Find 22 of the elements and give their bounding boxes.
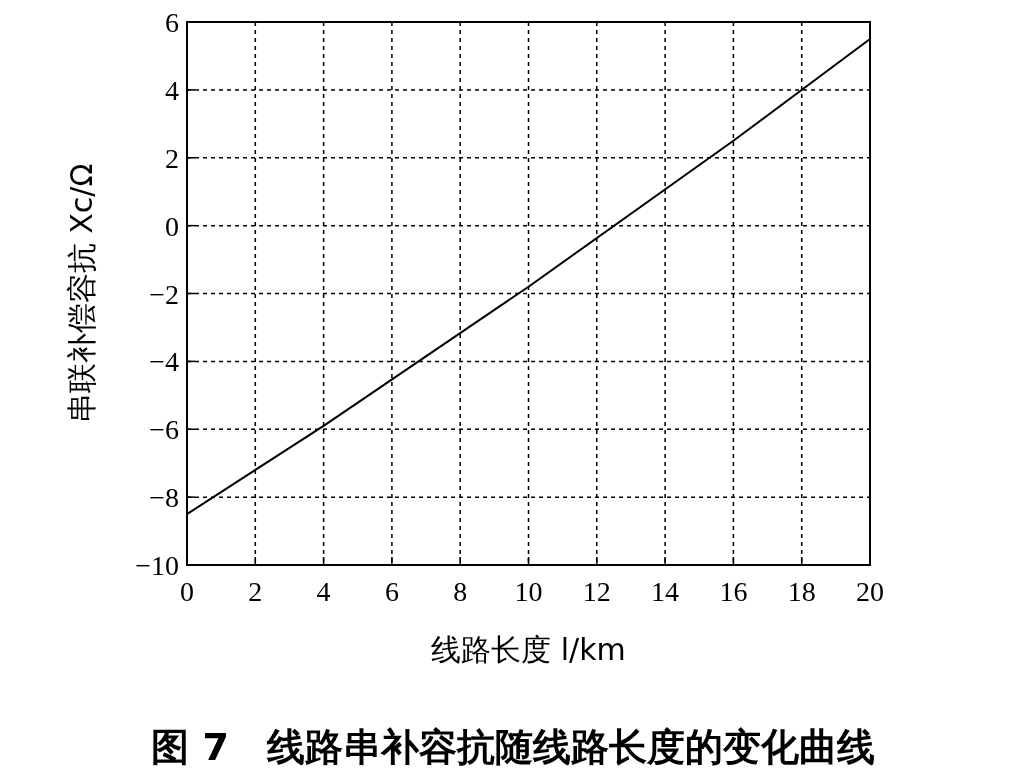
x-tick-label: 14 xyxy=(651,576,680,607)
y-tick-label: −6 xyxy=(149,414,179,446)
x-tick-label: 20 xyxy=(856,576,884,607)
y-tick-label: 2 xyxy=(165,142,179,174)
x-tick-label: 6 xyxy=(384,576,399,607)
x-tick-label: 8 xyxy=(453,576,468,607)
x-tick-label: 16 xyxy=(719,576,748,607)
y-tick-label: −8 xyxy=(149,482,179,514)
y-tick-label: −10 xyxy=(135,550,179,581)
x-tick-label: 10 xyxy=(514,576,543,607)
y-tick-label: −2 xyxy=(149,278,179,310)
y-axis-title: 串联补偿容抗 Xc/Ω xyxy=(64,163,99,424)
x-tick-label: 12 xyxy=(582,576,611,607)
y-tick-label: 6 xyxy=(165,7,179,38)
y-tick-label: 0 xyxy=(165,210,179,242)
x-tick-label: 4 xyxy=(316,576,331,607)
text: 图 7 线路串补容抗随线路长度的变化曲线 xyxy=(151,725,875,769)
x-tick-label: 18 xyxy=(787,576,816,607)
x-axis-title: 线路长度 l/km xyxy=(431,632,626,667)
y-tick-label: −4 xyxy=(149,346,179,378)
x-tick-label: 2 xyxy=(248,576,263,607)
y-tick-label: 4 xyxy=(165,74,179,106)
